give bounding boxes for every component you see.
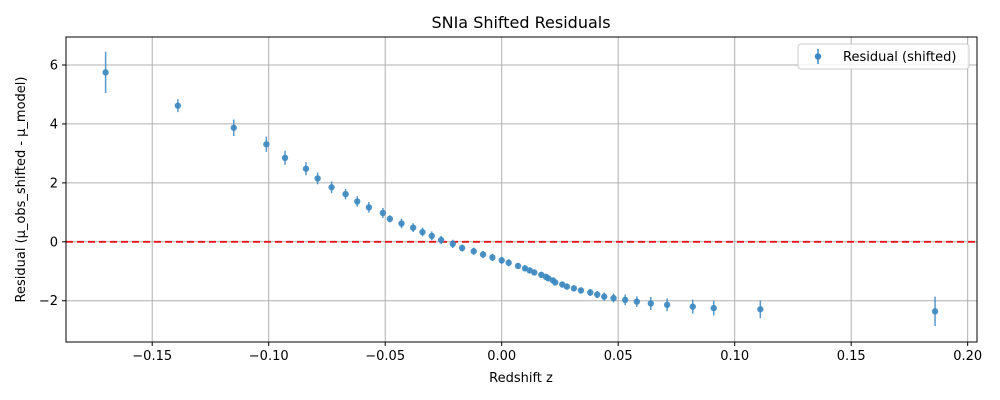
data-point	[757, 306, 764, 313]
data-point	[663, 301, 671, 309]
data-point	[449, 240, 456, 248]
data-point	[328, 184, 335, 191]
legend-label: Residual (shifted)	[843, 50, 957, 65]
x-tick-label: 0.10	[720, 349, 749, 364]
data-point	[505, 259, 512, 266]
data-point	[531, 269, 538, 276]
data-point	[514, 262, 522, 270]
data-point	[647, 300, 655, 307]
data-point	[621, 296, 629, 304]
legend: Residual (shifted)	[797, 43, 970, 70]
y-axis: −2 0 2 4 6	[39, 58, 66, 309]
y-tick-label: 2	[50, 176, 58, 191]
data-point	[409, 224, 417, 231]
x-tick-label: −0.15	[132, 349, 172, 364]
data-point	[633, 298, 641, 305]
data-point	[365, 204, 373, 211]
data-point	[354, 198, 361, 205]
data-point	[428, 232, 435, 240]
data-point	[489, 254, 496, 261]
data-point	[302, 165, 310, 172]
data-point	[710, 304, 717, 312]
data-point	[398, 220, 405, 227]
data-point	[281, 154, 289, 162]
x-axis: −0.15 −0.10 −0.05 0.00 0.05 0.10 0.15 0.20	[132, 342, 982, 364]
data-point	[263, 141, 270, 148]
x-tick-label: 0.05	[604, 349, 633, 364]
data-point	[563, 283, 571, 290]
x-tick-label: 0.20	[953, 349, 982, 364]
data-point	[552, 279, 559, 286]
x-tick-label: 0.00	[487, 349, 516, 364]
grid	[66, 37, 977, 342]
x-axis-label: Redshift z	[489, 371, 553, 386]
data-point	[102, 69, 109, 76]
data-point	[174, 102, 182, 109]
data-point	[458, 244, 466, 252]
data-point	[386, 215, 394, 223]
data-point	[470, 248, 477, 255]
data-point	[689, 303, 696, 310]
data-point	[594, 291, 601, 298]
data-point	[610, 294, 617, 302]
data-point	[342, 190, 349, 198]
data-point	[587, 289, 594, 296]
x-tick-label: −0.05	[365, 349, 405, 364]
data-point	[479, 251, 487, 258]
data-point	[570, 285, 578, 292]
y-tick-label: 4	[50, 117, 58, 132]
data-point	[419, 228, 426, 236]
x-tick-label: −0.10	[249, 349, 289, 364]
y-tick-label: −2	[39, 294, 58, 309]
data-point	[498, 257, 505, 264]
y-tick-label: 0	[50, 235, 58, 250]
plot-frame	[65, 36, 978, 343]
data-point	[379, 209, 387, 217]
data-point	[230, 124, 237, 131]
x-tick-label: 0.15	[837, 349, 866, 364]
legend-box	[797, 43, 970, 70]
y-tick-label: 6	[50, 58, 58, 73]
legend-marker	[814, 53, 822, 60]
data-point	[601, 293, 608, 300]
data-point	[931, 308, 939, 315]
chart-title: SNIa Shifted Residuals	[431, 13, 610, 32]
data-point	[577, 287, 585, 294]
data-series	[102, 51, 939, 327]
y-axis-label: Residual (µ_obs_shifted - µ_model)	[14, 77, 29, 303]
data-point	[437, 236, 445, 244]
data-point	[314, 175, 321, 182]
